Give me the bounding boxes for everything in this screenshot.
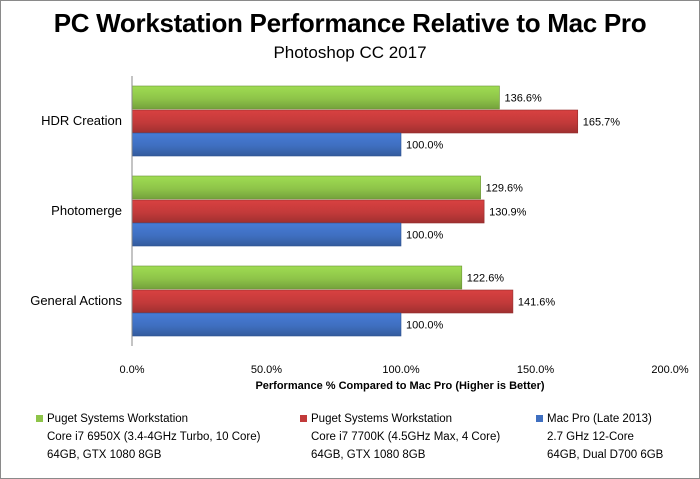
bar-hdr-creation-series-1 [131,109,579,134]
bar-photomerge-series-2 [131,222,402,247]
x-tick-label: 100.0% [382,364,420,376]
data-label: 136.6% [504,93,542,105]
x-tick-label: 200.0% [651,364,689,376]
legend-swatch [536,415,543,422]
legend-series-detail: Core i7 7700K (4.5GHz Max, 4 Core) [311,431,501,443]
data-label: 129.6% [486,183,524,195]
data-label: 141.6% [518,297,556,309]
legend-swatch [300,415,307,422]
bar-photomerge-series-1 [131,199,485,224]
data-label: 100.0% [406,320,444,332]
data-label: 100.0% [406,230,444,242]
bar-photomerge-series-0 [131,175,481,200]
bar-general-actions-series-2 [131,312,402,337]
x-tick-label: 0.0% [119,364,144,376]
legend-item-series-2: Mac Pro (Late 2013) 2.7 GHz 12-Core 64GB… [536,410,663,464]
legend-series-detail: 64GB, GTX 1080 8GB [311,449,426,461]
legend-series-detail: 64GB, GTX 1080 8GB [47,449,162,461]
legend-series-name: Mac Pro (Late 2013) [547,413,652,425]
legend-series-name: Puget Systems Workstation [311,413,453,425]
legend-series-name: Puget Systems Workstation [47,413,189,425]
bar-general-actions-series-0 [131,265,463,290]
bar-hdr-creation-series-0 [131,85,500,110]
legend-series-detail: 2.7 GHz 12-Core [547,431,634,443]
legend-series-detail: 64GB, Dual D700 6GB [547,449,664,461]
bar-general-actions-series-1 [131,289,514,314]
x-tick-label: 50.0% [251,364,282,376]
data-label: 165.7% [583,117,621,129]
data-label: 122.6% [467,273,505,285]
chart-title: PC Workstation Performance Relative to M… [53,8,647,38]
x-axis-label: Performance % Compared to Mac Pro (Highe… [255,380,545,392]
legend-item-series-0: Puget Systems Workstation Core i7 6950X … [36,410,261,464]
legend-swatch [36,415,43,422]
legend-series-detail: Core i7 6950X (3.4-4GHz Turbo, 10 Core) [47,431,261,443]
category-label: General Actions [30,293,122,308]
data-label: 130.9% [489,207,527,219]
chart-subtitle: Photoshop CC 2017 [273,43,427,62]
category-label: HDR Creation [41,113,122,128]
legend-item-series-1: Puget Systems Workstation Core i7 7700K … [300,410,500,464]
data-label: 100.0% [406,140,444,152]
bar-hdr-creation-series-2 [131,132,402,157]
x-tick-label: 150.0% [517,364,555,376]
category-label: Photomerge [51,203,122,218]
